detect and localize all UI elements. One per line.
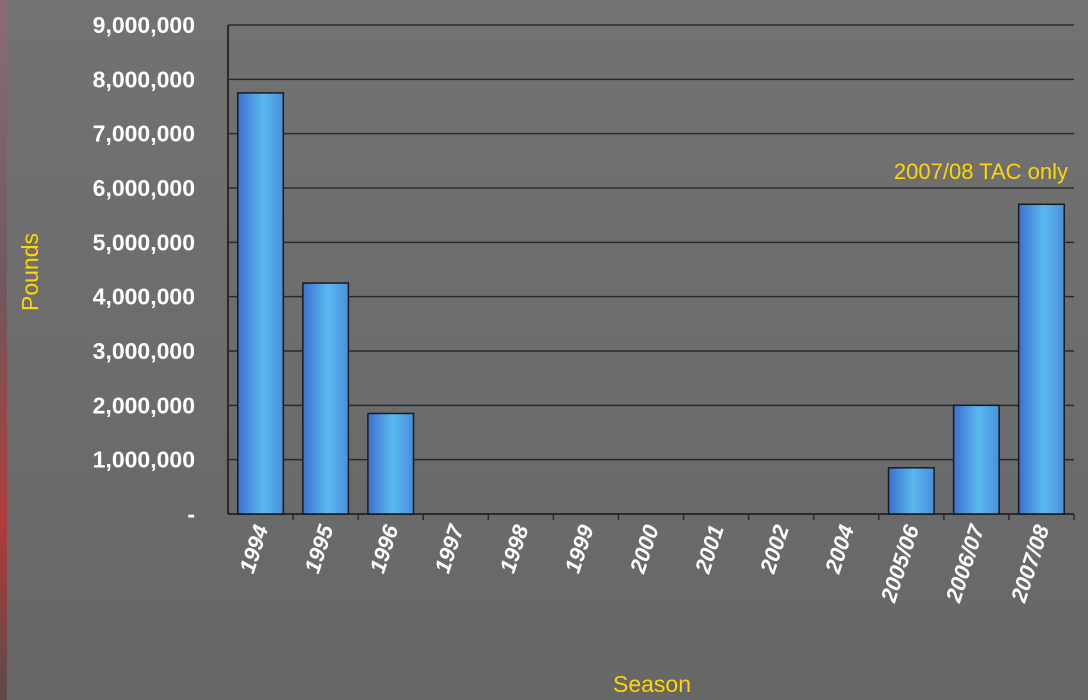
y-tick-label: 7,000,000 (93, 121, 195, 147)
bar-1994 (237, 92, 285, 515)
x-tick-label: 2006/07 (940, 520, 989, 606)
x-tick-labels: 1994 1995 1996 1997 1998 1999 2000 2001 2002 2004… (234, 520, 1054, 606)
y-tick-labels: - 1,000,000 2,000,000 3,000,000 4,000,000 5,0… (93, 12, 195, 527)
x-axis-title: Season (613, 671, 691, 697)
y-tick-label: 5,000,000 (93, 229, 195, 255)
bar-2007-08 (1017, 203, 1065, 515)
x-tick-label: 2005/06 (875, 521, 924, 606)
bar-2005-06 (887, 467, 935, 515)
x-tick-label: 2007/08 (1006, 521, 1055, 606)
x-tick-label: 1995 (299, 521, 338, 576)
x-tick-label: 1997 (430, 520, 469, 576)
annotation-tac-only: 2007/08 TAC only (894, 159, 1068, 184)
bar-1995 (302, 282, 350, 515)
x-tick-label: 1996 (365, 521, 404, 576)
x-tick-label: 2001 (690, 522, 729, 577)
y-tick-label: - (187, 501, 195, 527)
y-tick-label: 1,000,000 (93, 447, 195, 473)
axes (227, 25, 1075, 520)
x-tick-label: 1999 (560, 521, 599, 576)
x-tick-label: 1998 (495, 521, 534, 576)
y-axis-title: Pounds (17, 233, 43, 311)
x-tick-label: 1994 (234, 522, 273, 576)
bar-1996 (367, 412, 415, 515)
y-tick-label: 4,000,000 (93, 284, 195, 310)
y-tick-label: 8,000,000 (93, 66, 195, 92)
gridlines (228, 24, 1074, 461)
bars (237, 92, 1065, 515)
y-tick-label: 6,000,000 (93, 175, 195, 201)
x-tick-label: 2000 (625, 521, 664, 577)
x-tick-label: 2002 (755, 521, 794, 577)
bar-2006-07 (952, 404, 1000, 515)
photo-edge-strip (0, 0, 7, 700)
y-tick-label: 9,000,000 (93, 12, 195, 38)
y-tick-label: 3,000,000 (93, 338, 195, 364)
y-tick-label: 2,000,000 (93, 392, 195, 418)
x-tick-label: 2004 (820, 522, 859, 577)
